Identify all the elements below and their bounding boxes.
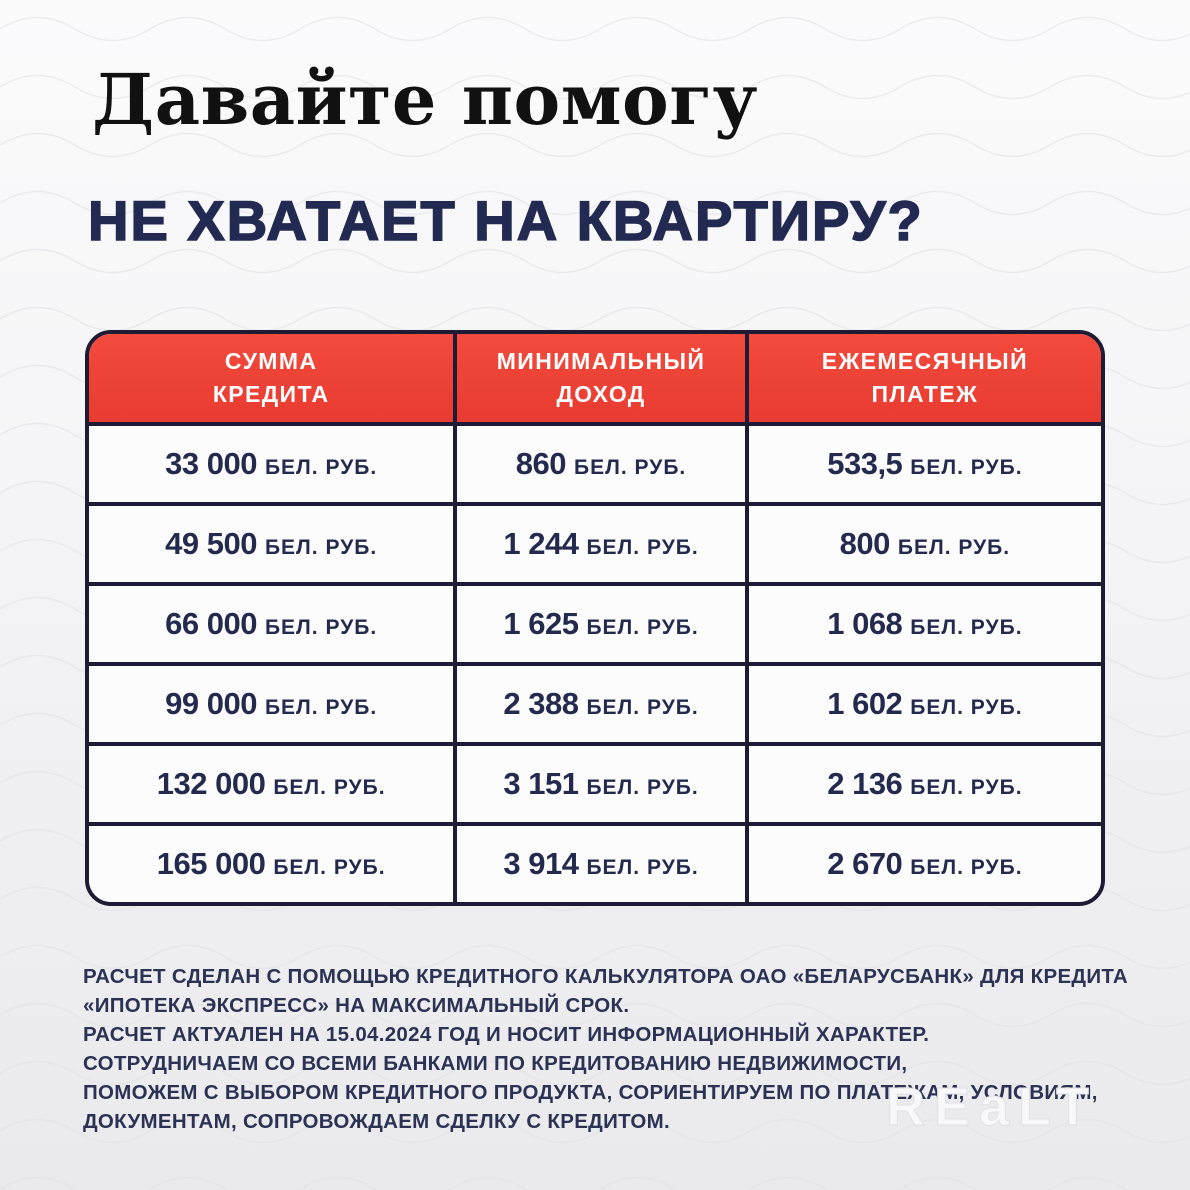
amount-value: 1 244 [503, 526, 579, 561]
currency-suffix: БЕЛ. РУБ. [897, 536, 1011, 559]
credit-table: СУММА КРЕДИТА МИНИМАЛЬНЫЙ ДОХОД ЕЖЕМЕСЯЧ… [85, 330, 1105, 906]
credit-amount-cell: 49 500 БЕЛ. РУБ. [89, 506, 454, 582]
table-row: 49 500 БЕЛ. РУБ. 1 244 БЕЛ. РУБ. 800 БЕЛ. Р… [89, 502, 1101, 582]
amount-value: 132 000 [156, 766, 266, 801]
amount-value: 1 625 [503, 606, 579, 641]
amount-value: 3 151 [503, 766, 579, 801]
header-cell-credit-sum: СУММА КРЕДИТА [89, 334, 453, 422]
credit-amount-cell: 99 000 БЕЛ. РУБ. [89, 666, 454, 742]
header-cell-min-income: МИНИМАЛЬНЫЙ ДОХОД [453, 334, 744, 422]
header-cell-monthly-payment: ЕЖЕМЕСЯЧНЫЙ ПЛАТЕЖ [744, 334, 1101, 422]
currency-suffix: БЕЛ. РУБ. [910, 776, 1023, 799]
income-cell: 3 151 БЕЛ. РУБ. [453, 746, 745, 822]
credit-amount-cell: 33 000 БЕЛ. РУБ. [89, 426, 454, 502]
income-cell: 2 388 БЕЛ. РУБ. [453, 666, 745, 742]
amount-value: 533,5 [827, 446, 903, 481]
amount-value: 1 068 [827, 606, 903, 641]
disclaimer-text: РАСЧЕТ СДЕЛАН С ПОМОЩЬЮ КРЕДИТНОГО КАЛЬК… [83, 962, 1143, 1136]
table-header-row: СУММА КРЕДИТА МИНИМАЛЬНЫЙ ДОХОД ЕЖЕМЕСЯЧ… [89, 334, 1101, 422]
amount-value: 33 000 [165, 446, 257, 481]
currency-suffix: БЕЛ. РУБ. [264, 456, 378, 479]
table-row: 33 000 БЕЛ. РУБ. 860 БЕЛ. РУБ. 533,5 БЕЛ. Р… [89, 422, 1101, 502]
credit-amount-cell: 132 000 БЕЛ. РУБ. [89, 746, 454, 822]
currency-suffix: БЕЛ. РУБ. [586, 856, 699, 879]
income-cell: 3 914 БЕЛ. РУБ. [453, 826, 745, 902]
currency-suffix: БЕЛ. РУБ. [910, 616, 1023, 639]
amount-value: 800 [839, 526, 891, 561]
disclaimer-line: «ИПОТЕКА ЭКСПРЕСС» НА МАКСИМАЛЬНЫЙ СРОК. [83, 994, 630, 1017]
currency-suffix: БЕЛ. РУБ. [910, 696, 1023, 719]
payment-cell: 533,5 БЕЛ. РУБ. [744, 426, 1101, 502]
currency-suffix: БЕЛ. РУБ. [586, 776, 699, 799]
currency-suffix: БЕЛ. РУБ. [586, 536, 699, 559]
amount-value: 49 500 [165, 526, 257, 561]
page-title: Давайте помогу [92, 58, 758, 141]
currency-suffix: БЕЛ. РУБ. [574, 456, 687, 479]
amount-value: 99 000 [165, 686, 257, 721]
currency-suffix: БЕЛ. РУБ. [273, 856, 386, 879]
currency-suffix: БЕЛ. РУБ. [264, 696, 378, 719]
payment-cell: 800 БЕЛ. РУБ. [744, 506, 1101, 582]
currency-suffix: БЕЛ. РУБ. [910, 856, 1023, 879]
disclaimer-line: ДОКУМЕНТАМ, СОПРОВОЖДАЕМ СДЕЛКУ С КРЕДИТ… [83, 1110, 671, 1133]
header-label: СУММА КРЕДИТА [212, 348, 330, 407]
table-row: 132 000 БЕЛ. РУБ. 3 151 БЕЛ. РУБ. 2 136 БЕЛ… [89, 742, 1101, 822]
table-row: 165 000 БЕЛ. РУБ. 3 914 БЕЛ. РУБ. 2 670 БЕЛ… [89, 822, 1101, 902]
amount-value: 2 670 [827, 846, 903, 881]
currency-suffix: БЕЛ. РУБ. [910, 456, 1023, 479]
amount-value: 860 [515, 446, 567, 481]
amount-value: 2 388 [503, 686, 579, 721]
currency-suffix: БЕЛ. РУБ. [586, 696, 699, 719]
income-cell: 1 244 БЕЛ. РУБ. [453, 506, 745, 582]
disclaimer-line: ПОМОЖЕМ С ВЫБОРОМ КРЕДИТНОГО ПРОДУКТА, С… [83, 1081, 1098, 1104]
disclaimer-line: СОТРУДНИЧАЕМ СО ВСЕМИ БАНКАМИ ПО КРЕДИТО… [83, 1052, 908, 1075]
payment-cell: 1 602 БЕЛ. РУБ. [744, 666, 1101, 742]
currency-suffix: БЕЛ. РУБ. [273, 776, 386, 799]
header-label: ЕЖЕМЕСЯЧНЫЙ ПЛАТЕЖ [821, 348, 1029, 407]
disclaimer-line: РАСЧЕТ АКТУАЛЕН НА 15.04.2024 ГОД И НОСИ… [83, 1023, 930, 1046]
credit-amount-cell: 165 000 БЕЛ. РУБ. [89, 826, 454, 902]
disclaimer-line: РАСЧЕТ СДЕЛАН С ПОМОЩЬЮ КРЕДИТНОГО КАЛЬК… [83, 965, 1128, 988]
payment-cell: 1 068 БЕЛ. РУБ. [744, 586, 1101, 662]
credit-amount-cell: 66 000 БЕЛ. РУБ. [89, 586, 454, 662]
currency-suffix: БЕЛ. РУБ. [264, 536, 378, 559]
amount-value: 165 000 [156, 846, 266, 881]
table-row: 99 000 БЕЛ. РУБ. 2 388 БЕЛ. РУБ. 1 602 БЕЛ.… [89, 662, 1101, 742]
header-label: МИНИМАЛЬНЫЙ ДОХОД [496, 348, 706, 407]
payment-cell: 2 136 БЕЛ. РУБ. [744, 746, 1101, 822]
amount-value: 3 914 [503, 846, 579, 881]
realt-logo-watermark: REaLT [885, 1077, 1099, 1138]
income-cell: 860 БЕЛ. РУБ. [453, 426, 745, 502]
amount-value: 66 000 [165, 606, 257, 641]
currency-suffix: БЕЛ. РУБ. [264, 616, 378, 639]
currency-suffix: БЕЛ. РУБ. [586, 616, 699, 639]
amount-value: 1 602 [827, 686, 903, 721]
table-row: 66 000 БЕЛ. РУБ. 1 625 БЕЛ. РУБ. 1 068 БЕЛ.… [89, 582, 1101, 662]
page-subtitle: НЕ ХВАТАЕТ НА КВАРТИРУ? [87, 189, 924, 253]
income-cell: 1 625 БЕЛ. РУБ. [453, 586, 745, 662]
amount-value: 2 136 [827, 766, 903, 801]
payment-cell: 2 670 БЕЛ. РУБ. [744, 826, 1101, 902]
